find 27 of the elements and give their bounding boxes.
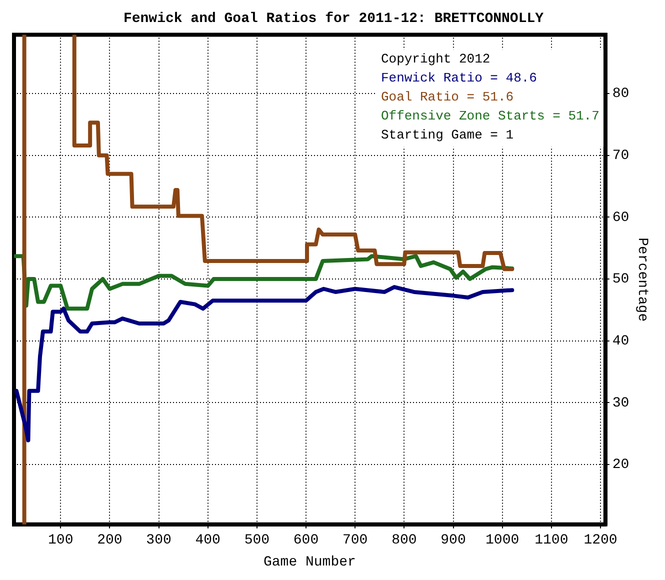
x-tick-label: 1100 (534, 532, 568, 549)
annotation: Copyright 2012 (380, 52, 490, 67)
x-tick-label: 900 (440, 532, 466, 549)
x-tick-label: 500 (244, 532, 270, 549)
text: Offensive Zone Starts = 51.7 (380, 108, 600, 124)
x-tick-label: 200 (97, 532, 122, 549)
annotation: Starting Game = 1 (380, 128, 514, 143)
text: Fenwick Ratio = 48.6 (380, 70, 537, 86)
y-tick-label: 20 (612, 457, 630, 474)
x-tick-label: 400 (195, 532, 220, 549)
y-tick-label: 40 (612, 334, 630, 350)
chart-title: Fenwick and Goal Ratios for 2011-12: BRETTCONNOLLY (123, 10, 544, 27)
y-axis-title: Percentage (634, 238, 650, 322)
y-tick-label: 60 (612, 210, 630, 226)
y-tick-label: 30 (612, 395, 630, 412)
x-tick-label: 1000 (486, 532, 520, 549)
x-tick-label: 800 (392, 532, 417, 549)
text: Goal Ratio = 51.6 (380, 90, 514, 105)
y-tick-label: 70 (612, 148, 630, 164)
x-tick-label: 700 (342, 532, 368, 549)
x-tick-label: 1200 (584, 532, 618, 549)
y-tick-label: 50 (612, 272, 630, 288)
x-tick-label: 100 (48, 532, 74, 549)
x-tick-label: 600 (293, 532, 319, 549)
y-tick-label: 80 (612, 86, 630, 102)
x-tick-label: 300 (146, 532, 172, 549)
x-axis-title: Game Number (263, 554, 356, 570)
